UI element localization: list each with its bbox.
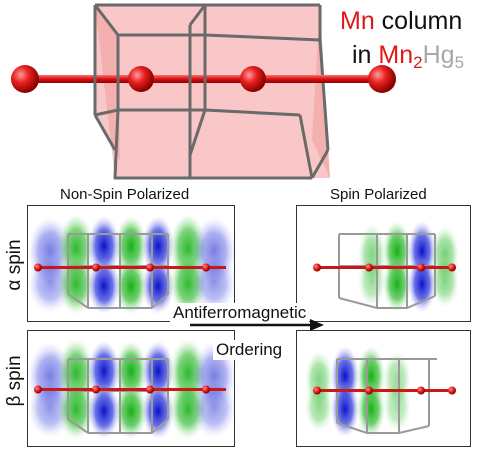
mn-atom <box>240 66 266 92</box>
beta-polarized-panel <box>296 330 471 447</box>
header-line-2: in Mn2Hg5 <box>352 40 465 72</box>
beta-spin-label: β spin <box>4 355 25 407</box>
alpha-polarized-panel <box>296 205 471 322</box>
alpha-polarized-density <box>313 221 459 312</box>
right-panel-title: Spin Polarized <box>330 186 427 203</box>
alpha-spin-label: α spin <box>4 239 25 291</box>
transition-arrow <box>190 319 324 331</box>
mn-chain-rod <box>25 75 325 83</box>
beta-nonpolarized-density <box>28 339 234 439</box>
beta-nonpolarized-panel <box>27 330 235 447</box>
mn-atom <box>128 66 154 92</box>
unit-cell-faces <box>95 5 330 178</box>
left-panel-title: Non-Spin Polarized <box>60 186 190 203</box>
transition-label-line2: Ordering <box>213 340 286 360</box>
header-prefix: in <box>352 41 379 69</box>
formula-mn-sub: 2 <box>413 53 423 72</box>
mn-atom <box>368 65 396 93</box>
header-element: Mn <box>340 7 375 35</box>
unit-cell-edges <box>93 3 330 180</box>
alpha-nonpolarized-density <box>28 214 234 314</box>
beta-polarized-density <box>305 346 456 437</box>
mn-atom <box>11 65 39 93</box>
mn-column-illustration <box>11 3 396 180</box>
header-line-1: Mn column <box>340 6 462 36</box>
mn-atoms <box>11 65 396 93</box>
alpha-nonpolarized-panel <box>27 205 235 322</box>
header-column-word: column <box>374 7 463 35</box>
transition-label-line1: Antiferromagnetic <box>170 303 310 323</box>
formula-mn: Mn <box>378 41 414 69</box>
formula-hg: Hg <box>422 41 455 69</box>
formula-hg-sub: 5 <box>454 53 465 72</box>
